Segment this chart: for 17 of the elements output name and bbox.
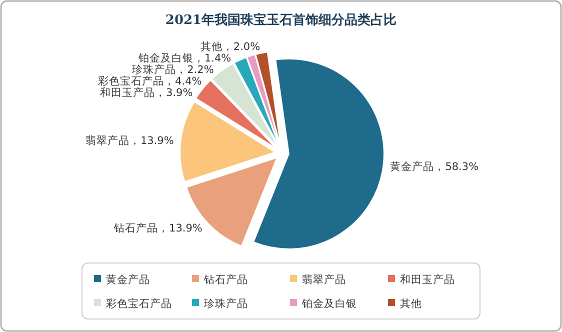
data-label: 彩色宝石产品，4.4%: [98, 74, 202, 88]
legend-label: 和田玉产品: [400, 273, 455, 286]
data-label: 其他，2.0%: [200, 40, 260, 54]
legend-label: 其他: [400, 297, 422, 310]
data-label: 翡翠产品，13.9%: [85, 134, 174, 147]
data-label: 黄金产品，58.3%: [390, 160, 479, 174]
chart-title: 2021年我国珠宝玉石首饰细分品类占比: [165, 12, 397, 28]
legend-label: 铂金及白银: [301, 298, 357, 310]
data-label: 铂金及白银，1.4%: [137, 52, 232, 65]
data-label: 钻石产品，13.9%: [113, 221, 202, 234]
legend-label: 钻石产品: [203, 273, 248, 286]
legend-label: 彩色宝石产品: [106, 297, 172, 310]
legend-label: 黄金产品: [106, 273, 150, 286]
legend-label: 翡翠产品: [302, 273, 346, 286]
legend-label: 珍珠产品: [204, 297, 248, 310]
data-label: 和田玉产品，3.9%: [100, 86, 193, 100]
data-label: 珍珠产品，2.2%: [132, 63, 214, 76]
